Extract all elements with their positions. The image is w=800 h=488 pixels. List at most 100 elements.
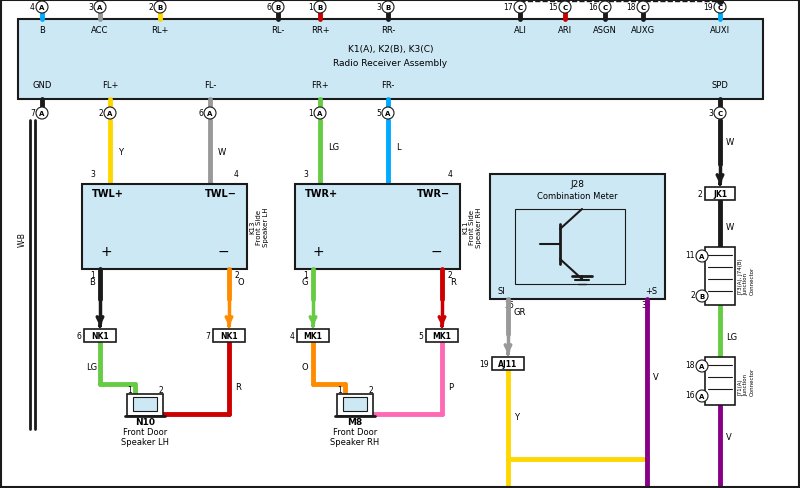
Circle shape [272,2,284,14]
FancyBboxPatch shape [490,175,665,299]
Text: B: B [386,5,390,11]
Text: 19: 19 [479,359,489,368]
Text: 5: 5 [376,108,381,117]
Text: V: V [726,432,732,441]
Text: 5: 5 [418,331,423,340]
Text: 36: 36 [504,301,514,309]
Text: M8: M8 [347,417,362,426]
Text: Y: Y [514,412,519,421]
Text: 16: 16 [588,2,598,12]
Text: 2: 2 [234,270,239,280]
Text: −: − [430,244,442,259]
Text: W: W [218,148,226,157]
Text: A: A [318,111,322,117]
Text: LG: LG [86,362,98,371]
Text: LG: LG [328,142,339,152]
Text: R: R [450,278,456,286]
FancyBboxPatch shape [213,329,245,342]
Text: 18: 18 [686,361,695,370]
Text: P: P [448,382,453,391]
Circle shape [314,108,326,120]
Text: AUXG: AUXG [631,26,655,35]
Text: AUXI: AUXI [710,26,730,35]
Circle shape [696,390,708,402]
Text: 3: 3 [303,170,308,179]
Text: J73(A), J74(B)
Junction
Connector: J73(A), J74(B) Junction Connector [738,258,754,295]
Text: 2: 2 [158,385,163,394]
Circle shape [104,108,116,120]
Text: MK1: MK1 [303,331,322,340]
Text: FR+: FR+ [311,81,329,90]
Text: 18: 18 [626,2,636,12]
Text: JK1: JK1 [713,190,727,199]
Text: A: A [39,111,45,117]
Text: K13
Front Side
Speaker LH: K13 Front Side Speaker LH [249,207,269,247]
Text: 2: 2 [98,108,103,117]
Text: ALI: ALI [514,26,526,35]
Text: Speaker RH: Speaker RH [330,437,380,446]
Text: 6: 6 [198,108,203,117]
Text: A: A [699,253,705,260]
Text: FL+: FL+ [102,81,118,90]
Text: N10: N10 [135,417,155,426]
Text: RR+: RR+ [310,26,330,35]
FancyBboxPatch shape [343,397,367,411]
Text: ACC: ACC [91,26,109,35]
Text: 2: 2 [698,190,702,199]
Text: 4: 4 [30,2,35,12]
Text: W: W [726,138,734,147]
Text: GND: GND [32,81,52,90]
Circle shape [204,108,216,120]
Text: K11
Front Side
Speaker RH: K11 Front Side Speaker RH [462,207,482,247]
Text: A: A [699,363,705,369]
Text: 15: 15 [548,2,558,12]
Circle shape [382,2,394,14]
Text: 1: 1 [337,385,342,394]
Text: Front Door: Front Door [123,427,167,436]
Text: 11: 11 [686,251,695,260]
Text: V: V [653,372,658,381]
Circle shape [559,2,571,14]
Text: TWL−: TWL− [205,189,237,199]
Text: B: B [318,5,322,11]
Circle shape [696,250,708,263]
Circle shape [599,2,611,14]
Text: 3: 3 [708,108,713,117]
Text: C: C [602,5,607,11]
Text: A: A [107,111,113,117]
Text: ASGN: ASGN [593,26,617,35]
Text: A: A [386,111,390,117]
Text: B: B [275,5,281,11]
Text: 2: 2 [148,2,153,12]
Text: FL-: FL- [204,81,216,90]
Text: 3: 3 [90,170,95,179]
FancyBboxPatch shape [426,329,458,342]
Circle shape [637,2,649,14]
Text: B: B [158,5,162,11]
Text: Y: Y [118,148,123,157]
Text: 7: 7 [30,108,35,117]
Text: A: A [207,111,213,117]
Text: R: R [235,382,241,391]
Text: Front Door: Front Door [333,427,377,436]
Text: 17: 17 [503,2,513,12]
Text: FR-: FR- [382,81,394,90]
Circle shape [314,2,326,14]
Text: 6: 6 [76,331,81,340]
Text: LG: LG [726,332,737,341]
Text: RL+: RL+ [151,26,169,35]
FancyBboxPatch shape [82,184,247,269]
Text: A: A [39,5,45,11]
Circle shape [382,108,394,120]
FancyBboxPatch shape [492,357,524,370]
Text: Combination Meter: Combination Meter [537,192,618,201]
FancyBboxPatch shape [84,329,116,342]
Text: K1(A), K2(B), K3(C): K1(A), K2(B), K3(C) [348,45,434,54]
Text: 1: 1 [308,108,313,117]
Text: ARI: ARI [558,26,572,35]
Text: A: A [699,393,705,399]
Circle shape [696,290,708,303]
Text: L: L [396,142,401,152]
Text: W: W [726,223,734,231]
Text: 4: 4 [234,170,239,179]
